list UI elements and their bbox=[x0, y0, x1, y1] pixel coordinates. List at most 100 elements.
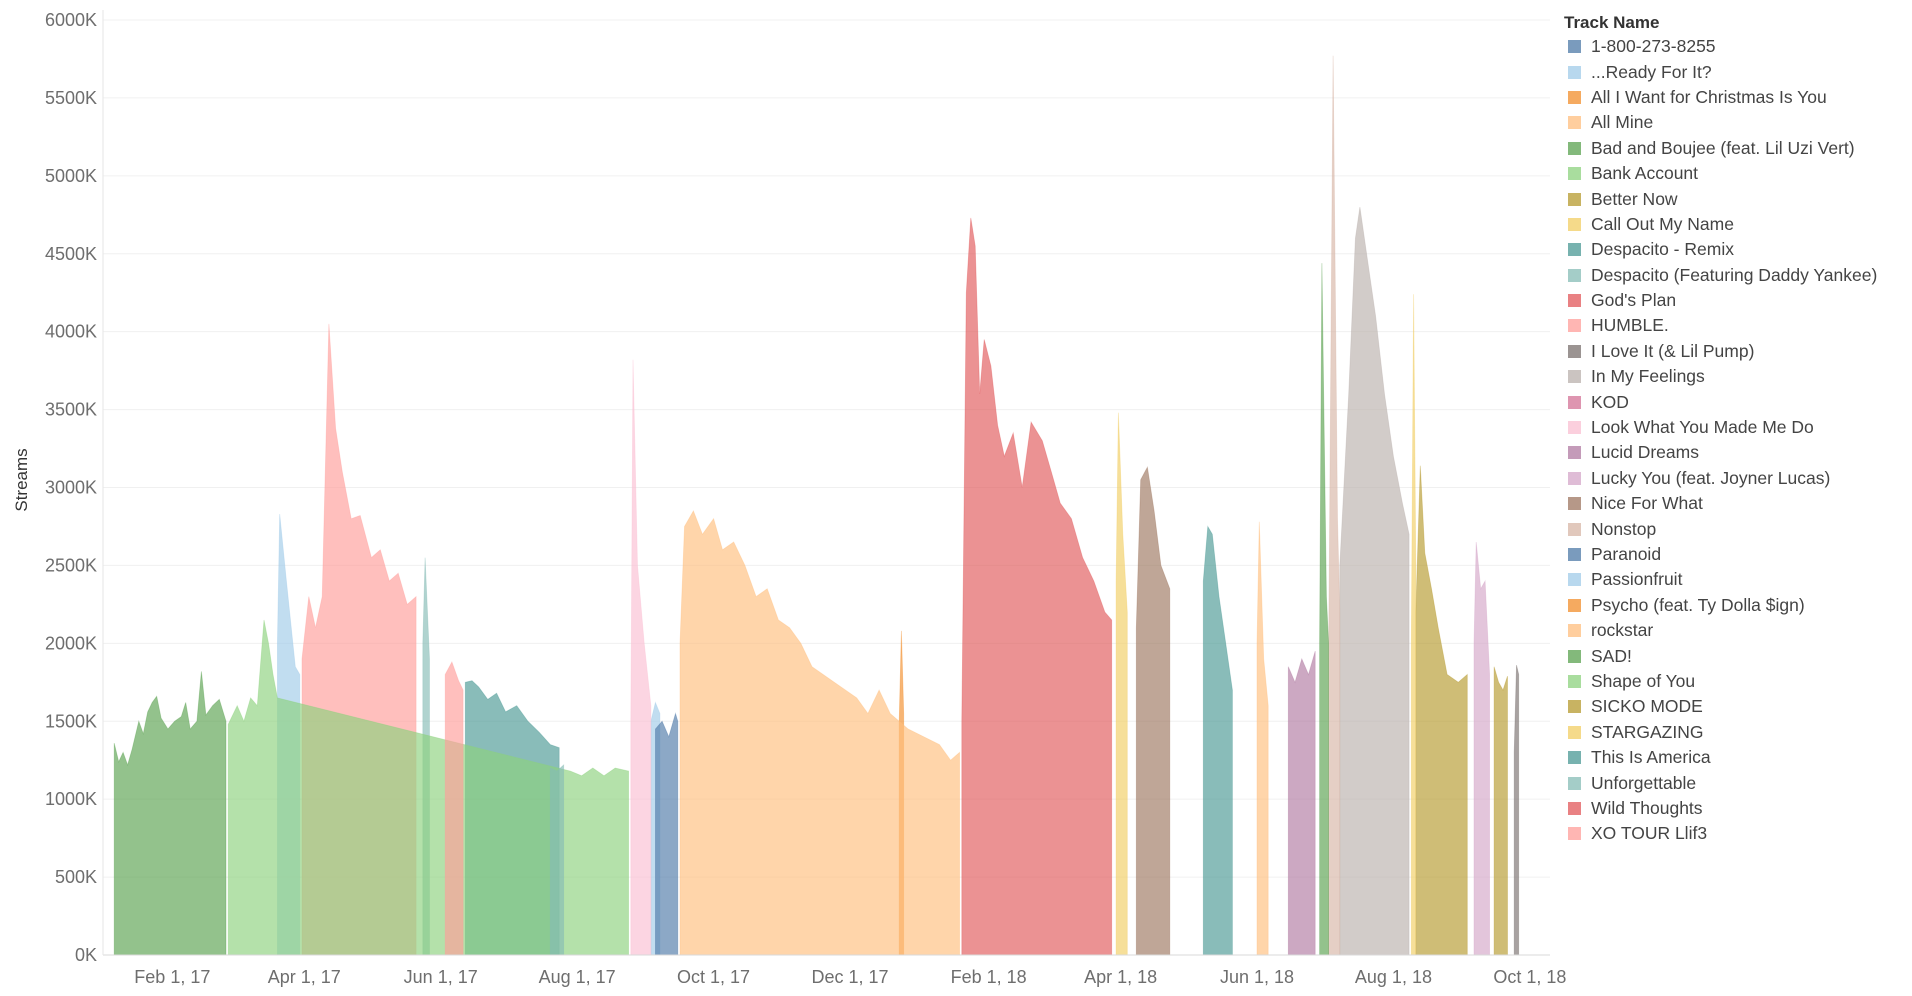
y-axis-title: Streams bbox=[12, 448, 31, 511]
legend-label: HUMBLE. bbox=[1591, 315, 1669, 336]
legend-item-sad[interactable]: SAD! bbox=[1562, 643, 1907, 668]
x-tick-label: Apr 1, 18 bbox=[1084, 967, 1157, 987]
series-areas bbox=[113, 55, 1520, 956]
legend-swatch bbox=[1568, 776, 1581, 790]
legend-item-rockstar[interactable]: rockstar bbox=[1562, 618, 1907, 643]
legend-label: Call Out My Name bbox=[1591, 213, 1734, 234]
legend-label: Despacito (Featuring Daddy Yankee) bbox=[1591, 264, 1878, 285]
legend-label: Lucky You (feat. Joyner Lucas) bbox=[1591, 467, 1831, 488]
legend-item-lucid-dreams[interactable]: Lucid Dreams bbox=[1562, 440, 1907, 465]
legend-item-all-mine[interactable]: All Mine bbox=[1562, 110, 1907, 135]
legend-label: Psycho (feat. Ty Dolla $ign) bbox=[1591, 594, 1805, 615]
legend-swatch bbox=[1568, 116, 1581, 130]
legend-item-all-i-want-for-christmas-is-you[interactable]: All I Want for Christmas Is You bbox=[1562, 85, 1907, 110]
legend-item-stargazing[interactable]: STARGAZING bbox=[1562, 720, 1907, 745]
area-i-love-it-lil-pump bbox=[1513, 665, 1520, 956]
legend-swatch bbox=[1568, 497, 1581, 511]
legend-item-passionfruit[interactable]: Passionfruit bbox=[1562, 567, 1907, 592]
x-tick-label: Jun 1, 17 bbox=[404, 967, 478, 987]
legend-label: Shape of You bbox=[1591, 670, 1696, 691]
legend-items: 1-800-273-8255 ...Ready For It? All I Want… bbox=[1562, 34, 1907, 847]
area-bad-and-boujee-feat-lil-uzi-vert bbox=[113, 671, 227, 956]
legend-item-shape-of-you[interactable]: Shape of You bbox=[1562, 669, 1907, 694]
y-tick-label: 500K bbox=[55, 867, 97, 887]
legend-label: ...Ready For It? bbox=[1591, 61, 1712, 82]
y-tick-label: 4000K bbox=[45, 322, 97, 342]
legend-label: Passionfruit bbox=[1591, 569, 1683, 590]
area-shape-of-you bbox=[227, 619, 629, 956]
legend-label: Unforgettable bbox=[1591, 772, 1697, 793]
legend-swatch bbox=[1568, 217, 1581, 231]
legend-label: Nice For What bbox=[1591, 493, 1703, 514]
legend-item-bank-account[interactable]: Bank Account bbox=[1562, 161, 1907, 186]
legend-item-xo-tour-llif3[interactable]: XO TOUR Llif3 bbox=[1562, 821, 1907, 846]
legend-swatch bbox=[1568, 141, 1581, 155]
y-tick-label: 5000K bbox=[45, 166, 97, 186]
legend-label: SICKO MODE bbox=[1591, 696, 1703, 717]
legend-item-despacito-remix[interactable]: Despacito - Remix bbox=[1562, 237, 1907, 262]
legend-swatch bbox=[1568, 294, 1581, 308]
legend-swatch bbox=[1568, 421, 1581, 435]
legend-swatch bbox=[1568, 319, 1581, 333]
legend-item-nice-for-what[interactable]: Nice For What bbox=[1562, 491, 1907, 516]
legend-swatch bbox=[1568, 801, 1581, 815]
legend-swatch bbox=[1568, 649, 1581, 663]
legend-item-this-is-america[interactable]: This Is America bbox=[1562, 745, 1907, 770]
legend-item-paranoid[interactable]: Paranoid bbox=[1562, 542, 1907, 567]
legend-swatch bbox=[1568, 674, 1581, 688]
legend-item-ready-for-it[interactable]: ...Ready For It? bbox=[1562, 59, 1907, 84]
area-look-what-you-made-me-do bbox=[630, 359, 652, 956]
legend-item-despacito-featuring-daddy-yankee[interactable]: Despacito (Featuring Daddy Yankee) bbox=[1562, 263, 1907, 288]
legend-swatch bbox=[1568, 624, 1581, 638]
legend-swatch bbox=[1568, 548, 1581, 561]
legend-item-look-what-you-made-me-do[interactable]: Look What You Made Me Do bbox=[1562, 415, 1907, 440]
area-sad bbox=[1319, 263, 1329, 956]
area-nonstop bbox=[1328, 55, 1341, 956]
legend-item-i-love-it-lil-pump[interactable]: I Love It (& Lil Pump) bbox=[1562, 339, 1907, 364]
legend-item-humble[interactable]: HUMBLE. bbox=[1562, 313, 1907, 338]
legend-label: Look What You Made Me Do bbox=[1591, 417, 1814, 438]
legend-item-wild-thoughts[interactable]: Wild Thoughts bbox=[1562, 796, 1907, 821]
legend-label: Bank Account bbox=[1591, 163, 1699, 184]
legend-swatch bbox=[1568, 751, 1581, 765]
area-all-mine bbox=[1256, 521, 1269, 956]
legend-item-1-800-273-8255[interactable]: 1-800-273-8255 bbox=[1562, 34, 1907, 59]
y-tick-label: 2500K bbox=[45, 555, 97, 575]
legend-item-god-s-plan[interactable]: God's Plan bbox=[1562, 288, 1907, 313]
legend-label: KOD bbox=[1591, 391, 1629, 412]
legend-item-psycho-feat-ty-dolla-ign[interactable]: Psycho (feat. Ty Dolla $ign) bbox=[1562, 593, 1907, 618]
legend-item-unforgettable[interactable]: Unforgettable bbox=[1562, 770, 1907, 795]
legend-label: God's Plan bbox=[1591, 290, 1677, 311]
legend-item-nonstop[interactable]: Nonstop bbox=[1562, 516, 1907, 541]
area-lucid-dreams bbox=[1287, 650, 1316, 956]
legend-swatch bbox=[1568, 700, 1581, 714]
x-tick-label: Jun 1, 18 bbox=[1220, 967, 1294, 987]
y-tick-label: 1500K bbox=[45, 711, 97, 731]
legend-swatch bbox=[1568, 395, 1581, 409]
legend-item-kod[interactable]: KOD bbox=[1562, 389, 1907, 414]
legend-label: SAD! bbox=[1591, 645, 1632, 666]
y-tick-label: 6000K bbox=[45, 10, 97, 30]
y-tick-label: 5500K bbox=[45, 88, 97, 108]
x-tick-label: Apr 1, 17 bbox=[268, 967, 341, 987]
legend-item-in-my-feelings[interactable]: In My Feelings bbox=[1562, 364, 1907, 389]
legend-swatch bbox=[1568, 243, 1581, 257]
area-lucky-you-feat-joyner-lucas bbox=[1473, 541, 1490, 956]
legend-item-sicko-mode[interactable]: SICKO MODE bbox=[1562, 694, 1907, 719]
legend-item-call-out-my-name[interactable]: Call Out My Name bbox=[1562, 212, 1907, 237]
legend-label: Despacito - Remix bbox=[1591, 239, 1734, 260]
legend-swatch bbox=[1568, 65, 1581, 79]
area-stargazing bbox=[1410, 294, 1417, 956]
legend-swatch bbox=[1568, 344, 1581, 358]
legend-swatch bbox=[1568, 90, 1581, 104]
x-tick-label: Oct 1, 17 bbox=[677, 967, 750, 987]
y-tick-label: 2000K bbox=[45, 633, 97, 653]
legend-item-bad-and-boujee-feat-lil-uzi-vert[interactable]: Bad and Boujee (feat. Lil Uzi Vert) bbox=[1562, 136, 1907, 161]
legend-item-lucky-you-feat-joyner-lucas[interactable]: Lucky You (feat. Joyner Lucas) bbox=[1562, 466, 1907, 491]
legend-label: Nonstop bbox=[1591, 518, 1657, 539]
x-tick-label: Feb 1, 17 bbox=[134, 967, 210, 987]
legend-swatch bbox=[1568, 827, 1581, 841]
legend-item-better-now[interactable]: Better Now bbox=[1562, 186, 1907, 211]
legend-label: rockstar bbox=[1591, 620, 1654, 641]
